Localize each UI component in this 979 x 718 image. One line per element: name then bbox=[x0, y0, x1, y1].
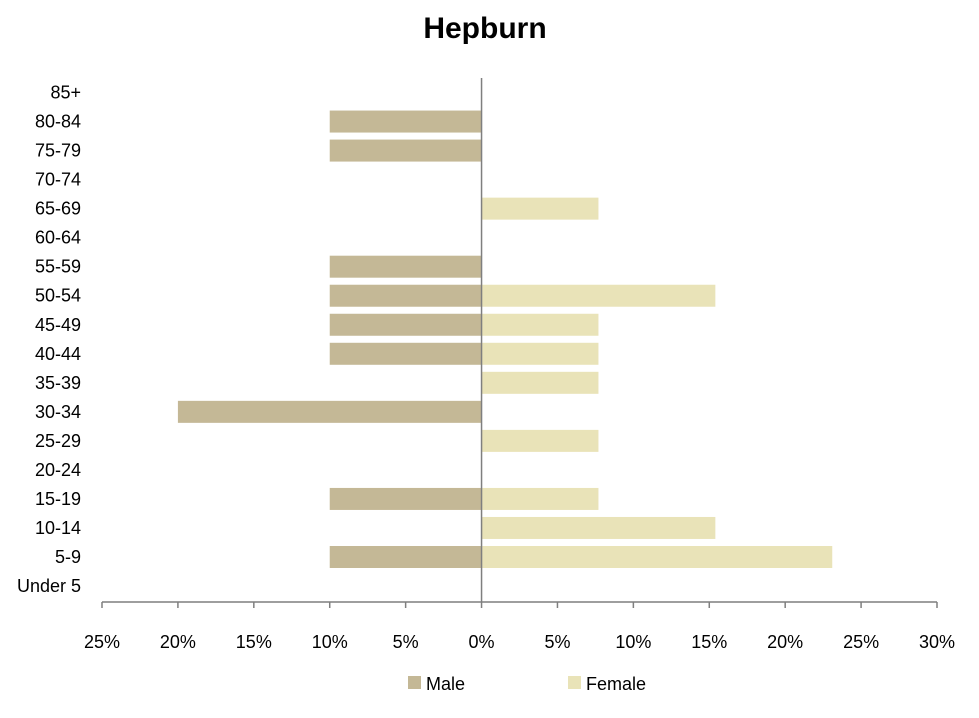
x-tick-label: 15% bbox=[691, 632, 727, 652]
female-bar bbox=[481, 516, 716, 539]
male-bar bbox=[329, 313, 482, 336]
female-bar bbox=[481, 342, 599, 365]
category-label: 60-64 bbox=[35, 228, 81, 248]
legend: Male Female bbox=[408, 674, 646, 694]
category-label: 30-34 bbox=[35, 402, 81, 422]
category-label: 5-9 bbox=[55, 547, 81, 567]
category-label: 85+ bbox=[50, 83, 81, 103]
x-tick-label: 20% bbox=[767, 632, 803, 652]
category-label: 65-69 bbox=[35, 199, 81, 219]
female-bar bbox=[481, 487, 599, 510]
x-tick-label: 5% bbox=[393, 632, 419, 652]
female-bar bbox=[481, 197, 599, 220]
chart-title: Hepburn bbox=[423, 12, 546, 45]
male-bar bbox=[329, 255, 482, 278]
x-tick-label: 25% bbox=[84, 632, 120, 652]
category-label: 25-29 bbox=[35, 431, 81, 451]
category-label: 80-84 bbox=[35, 112, 81, 132]
female-bar bbox=[481, 284, 716, 307]
category-label: 15-19 bbox=[35, 489, 81, 509]
x-tick-label: 15% bbox=[236, 632, 272, 652]
female-bar bbox=[481, 429, 599, 452]
legend-swatch bbox=[568, 676, 581, 689]
female-bar bbox=[481, 371, 599, 394]
bars-group bbox=[177, 110, 833, 568]
category-label: 10-14 bbox=[35, 518, 81, 538]
category-label: 35-39 bbox=[35, 373, 81, 393]
x-tick-label: 0% bbox=[469, 632, 495, 652]
x-tick-label: 10% bbox=[615, 632, 651, 652]
x-tick-label: 25% bbox=[843, 632, 879, 652]
x-tick-label: 20% bbox=[160, 632, 196, 652]
female-bar bbox=[481, 313, 599, 336]
male-bar bbox=[177, 400, 482, 423]
legend-label: Male bbox=[426, 674, 465, 694]
category-labels: 85+ 80-84 75-79 70-74 65-69 60-64 55-59 50-54 45… bbox=[17, 83, 81, 597]
male-bar bbox=[329, 110, 482, 133]
female-bar bbox=[481, 546, 833, 568]
category-label: Under 5 bbox=[17, 576, 81, 596]
x-axis-ticks: 25% 20% 15% 10% 5% 0% 5% 10% 15% 20% 25% 30% bbox=[84, 602, 955, 652]
male-bar bbox=[329, 546, 482, 568]
male-bar bbox=[329, 139, 482, 162]
category-label: 40-44 bbox=[35, 344, 81, 364]
legend-label: Female bbox=[586, 674, 646, 694]
x-tick-label: 10% bbox=[312, 632, 348, 652]
category-label: 55-59 bbox=[35, 257, 81, 277]
category-label: 70-74 bbox=[35, 170, 81, 190]
male-bar bbox=[329, 487, 482, 510]
male-bar bbox=[329, 342, 482, 365]
category-label: 45-49 bbox=[35, 315, 81, 335]
category-label: 20-24 bbox=[35, 460, 81, 480]
category-label: 75-79 bbox=[35, 141, 81, 161]
x-tick-label: 30% bbox=[919, 632, 955, 652]
legend-swatch bbox=[408, 676, 421, 689]
male-bar bbox=[329, 284, 482, 307]
category-label: 50-54 bbox=[35, 286, 81, 306]
x-tick-label: 5% bbox=[544, 632, 570, 652]
